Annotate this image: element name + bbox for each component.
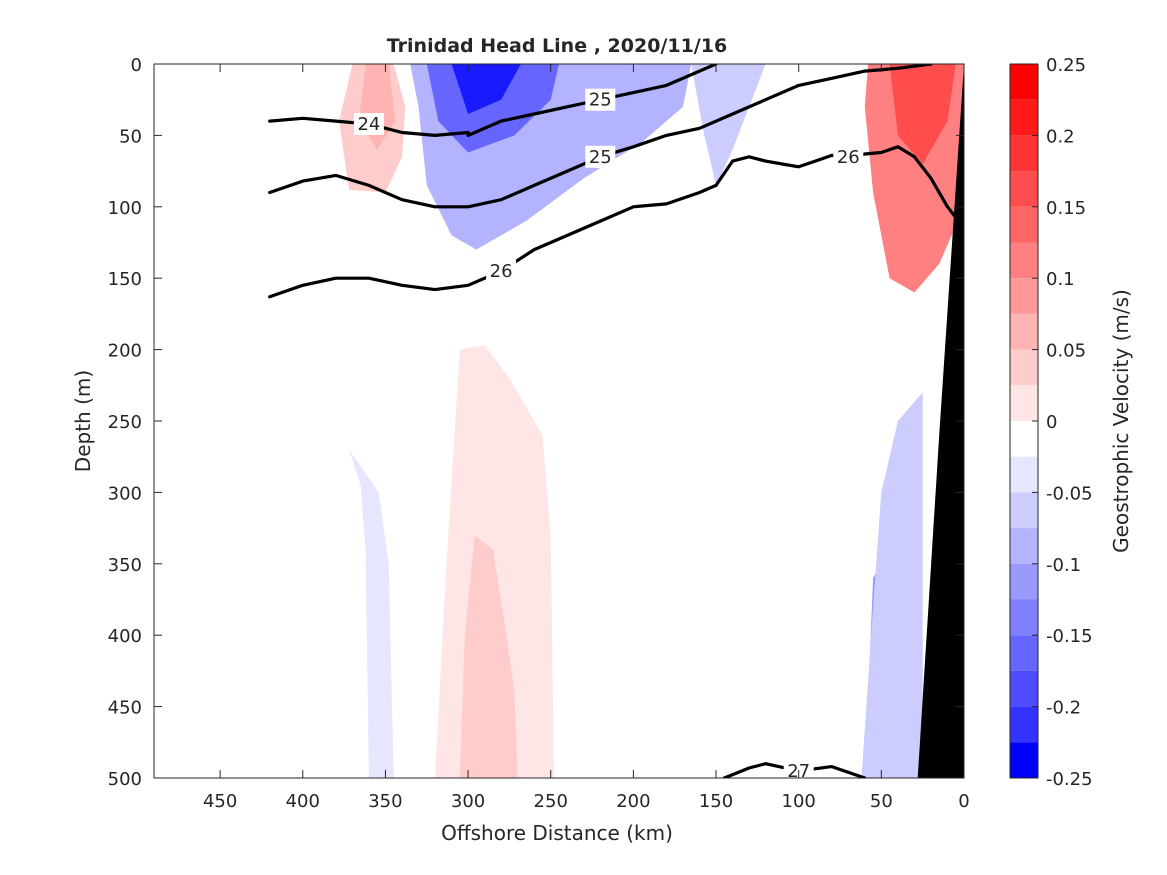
isopycnal-label-bg-3 [833,145,864,168]
y-tick-label-200: 200 [108,341,142,362]
velocity-region-5 [691,64,766,186]
colorbar: 0.25 0.2 0.15 0.1 0.05 0 -0.05 -0.1 -0.15 -0.2 -0.… [1009,55,1093,790]
colorbar-tick-label-10: -0.25 [1046,769,1093,790]
x-tick-label-400: 400 [286,791,320,812]
colorbar-level-11 [1010,456,1038,493]
colorbar-level-4 [1010,206,1038,243]
colorbar-tick-label-2: 0.15 [1046,198,1086,219]
colorbar-level-9 [1010,385,1038,421]
colorbar-level-18 [1010,706,1038,743]
y-tick-label-300: 300 [108,483,142,504]
y-tick-label-150: 150 [108,269,142,290]
chart-title: Trinidad Head Line , 2020/11/16 [387,35,727,57]
colorbar-level-8 [1010,349,1038,386]
velocity-region-4 [451,64,521,114]
y-tick-label-0: 0 [131,55,142,76]
colorbar-level-19 [1010,742,1038,778]
colorbar-level-15 [1010,599,1038,636]
isopycnal-27-line-5 [722,762,867,778]
x-tick-label-350: 350 [368,791,402,812]
colorbar-label: Geostrophic Velocity (m/s) [1109,289,1133,553]
colorbar-tick-label-3: 0.1 [1046,269,1075,290]
colorbar-level-17 [1010,670,1038,707]
y-tick-label-50: 50 [119,126,142,147]
x-tick-label-450: 450 [203,791,237,812]
colorbar-tick-label-5: 0 [1046,412,1057,433]
colorbar-level-14 [1010,563,1038,600]
y-tick-label-250: 250 [108,412,142,433]
colorbar-tick-label-7: -0.1 [1046,555,1081,576]
colorbar-tick-label-4: 0.05 [1046,341,1086,362]
x-tick-label-0: 0 [958,791,969,812]
colorbar-tick-label-1: 0.2 [1046,126,1075,147]
x-tick-label-200: 200 [616,791,650,812]
isopycnal-label-bg-1 [585,88,616,111]
bottom-topography [917,64,964,778]
y-tick-label-450: 450 [108,698,142,719]
x-tick-label-150: 150 [699,791,733,812]
x-tick-label-300: 300 [451,791,485,812]
isopycnal-label-2: 25 [589,147,612,168]
velocity-region-7 [459,535,518,778]
velocity-fill-layer [339,64,964,778]
x-axis-label: Offshore Distance (km) [441,821,673,845]
x-tick-label-100: 100 [782,791,816,812]
y-tick-label-500: 500 [108,769,142,790]
colorbar-level-0 [1010,64,1038,100]
colorbar-level-10 [1010,421,1038,457]
colorbar-tick-label-9: -0.2 [1046,698,1081,719]
colorbar-level-1 [1010,99,1038,136]
isopycnal-label-3: 26 [837,147,860,168]
y-axis: 0 50 100 150 200 250 300 350 400 450 500 [108,55,964,790]
velocity-region-10 [889,64,956,164]
colorbar-level-13 [1010,528,1038,564]
velocity-region-12 [861,392,923,778]
colorbar-level-2 [1010,135,1038,172]
y-axis-label: Depth (m) [71,370,95,472]
isopycnal-label-bg-4 [486,260,517,283]
y-tick-label-100: 100 [108,198,142,219]
colorbar-level-3 [1010,171,1038,207]
colorbar-level-12 [1010,492,1038,529]
y-tick-label-400: 400 [108,626,142,647]
isopycnal-label-4: 26 [490,261,513,282]
colorbar-tick-label-8: -0.15 [1046,626,1093,647]
colorbar-level-5 [1010,242,1038,279]
isopycnal-label-bg-0 [353,113,384,135]
isopycnal-label-bg-2 [585,145,616,168]
y-tick-label-350: 350 [108,555,142,576]
colorbar-level-7 [1010,313,1038,350]
bottom-topography-layer [917,64,964,778]
velocity-region-8 [349,449,394,778]
isopycnal-label-0: 24 [357,114,380,135]
x-tick-label-50: 50 [870,791,893,812]
x-tick-label-250: 250 [534,791,568,812]
colorbar-tick-label-0: 0.25 [1046,55,1086,76]
isopycnal-label-1: 25 [589,90,612,111]
colorbar-tick-label-6: -0.05 [1046,483,1093,504]
colorbar-level-16 [1010,635,1038,671]
colorbar-level-6 [1010,278,1038,314]
x-axis: 450 400 350 300 250 200 150 100 50 0 [203,64,970,812]
